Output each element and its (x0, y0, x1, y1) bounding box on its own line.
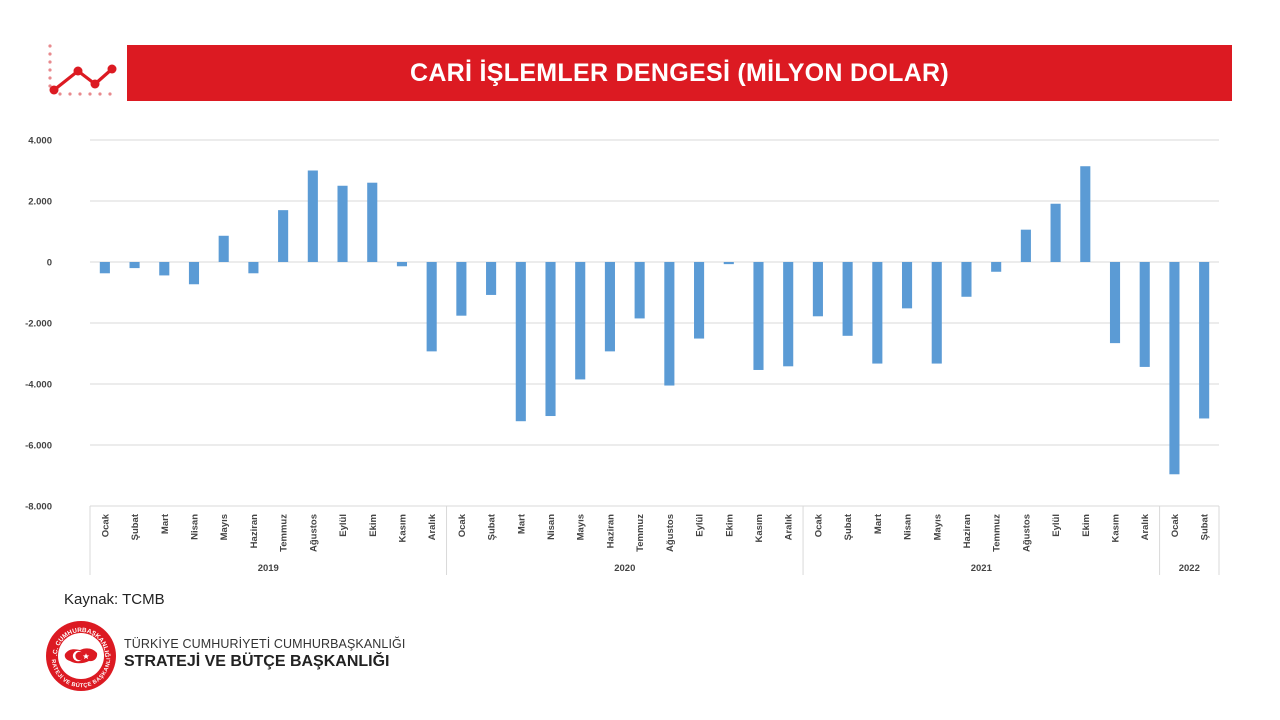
x-tick-label: Kasım (1111, 514, 1122, 543)
y-tick-label: -8.000 (25, 502, 52, 513)
x-tick-label: Eylül (1051, 514, 1062, 537)
x-tick-label: Ocak (813, 513, 824, 537)
bar (694, 262, 705, 339)
bar (664, 262, 675, 386)
x-tick-label: Temmuz (635, 514, 646, 552)
bar (515, 262, 526, 422)
x-tick-label: Haziran (962, 514, 973, 549)
bar (1169, 262, 1180, 475)
bar (99, 262, 110, 274)
x-tick-label: Temmuz (279, 514, 290, 552)
bar (1050, 203, 1061, 262)
bar (723, 262, 734, 265)
bar (753, 262, 764, 370)
y-tick-label: 2.000 (28, 197, 52, 208)
x-tick-label: Şubat (1200, 513, 1211, 540)
x-tick-label: Eylül (695, 514, 706, 537)
x-tick-label: Ocak (1170, 513, 1181, 537)
x-tick-label: Mart (160, 513, 171, 534)
x-tick-label: Ekim (1081, 514, 1092, 537)
trend-line-icon (48, 44, 117, 96)
x-tick-label: Mart (873, 513, 884, 534)
title-banner: CARİ İŞLEMLER DENGESİ (MİLYON DOLAR) (127, 45, 1232, 101)
bar (218, 235, 229, 262)
x-tick-label: Eylül (338, 514, 349, 537)
x-tick-label: Mayıs (932, 514, 943, 540)
bar (129, 262, 140, 269)
y-tick-label: 4.000 (28, 136, 52, 147)
bar (961, 262, 972, 297)
bar (604, 262, 615, 352)
bar (248, 262, 259, 274)
x-tick-label: Temmuz (992, 514, 1003, 552)
bar (842, 262, 853, 336)
bar (396, 262, 408, 267)
y-tick-label: -6.000 (25, 441, 52, 452)
x-tick-label: Aralık (427, 513, 438, 540)
bar (1020, 229, 1031, 262)
bar (1109, 262, 1121, 344)
bar (545, 262, 556, 417)
x-tick-label: Nisan (189, 514, 200, 540)
bar (575, 262, 586, 380)
bar (1080, 166, 1091, 262)
bar (278, 210, 289, 262)
bar (634, 262, 645, 319)
bar (991, 262, 1002, 272)
page-title: CARİ İŞLEMLER DENGESİ (MİLYON DOLAR) (409, 58, 950, 87)
bar (426, 262, 437, 352)
bar (307, 170, 318, 262)
x-tick-label: Ekim (724, 514, 735, 537)
x-tick-label: Ocak (457, 513, 468, 537)
bar (159, 262, 170, 276)
bar (1199, 262, 1210, 419)
x-tick-label: Ağustos (308, 514, 319, 552)
x-tick-label: Mart (516, 513, 527, 534)
x-tick-label: Mayıs (219, 514, 230, 540)
bar (367, 182, 378, 262)
x-tick-label: Şubat (487, 513, 498, 540)
bar (188, 262, 200, 285)
x-tick-label: Nisan (546, 514, 557, 540)
bar (931, 262, 942, 364)
y-tick-label: -2.000 (25, 319, 52, 330)
x-tick-label: Şubat (843, 513, 854, 540)
x-tick-label: Aralık (784, 513, 795, 540)
bar (872, 262, 883, 364)
x-tick-label: Aralık (1140, 513, 1151, 540)
bar (337, 185, 348, 262)
x-tick-label: Kasım (754, 514, 765, 543)
bar (783, 262, 794, 367)
bar (812, 262, 823, 317)
x-tick-label: Mayıs (576, 514, 587, 540)
x-tick-label: Kasım (397, 514, 408, 543)
bar (456, 262, 467, 316)
org-name-line2: STRATEJİ VE BÜTÇE BAŞKANLIĞI (124, 653, 390, 670)
x-tick-label: Haziran (605, 514, 616, 549)
bar (1139, 262, 1150, 367)
x-tick-label: Ekim (368, 514, 379, 537)
x-tick-label: Ağustos (1021, 514, 1032, 552)
presidency-seal-icon: T.C. CUMHURBAŞKANLIĞI STRATEJİ VE BÜTÇE … (45, 620, 116, 691)
year-label: 2021 (971, 563, 993, 574)
source-note: Kaynak: TCMB (64, 591, 165, 608)
year-label: 2020 (614, 563, 635, 574)
year-label: 2019 (258, 563, 279, 574)
y-tick-label: -4.000 (25, 380, 52, 391)
bar (486, 262, 497, 295)
x-tick-label: Ocak (100, 513, 111, 537)
x-tick-label: Şubat (130, 513, 141, 540)
y-tick-label: 0 (47, 258, 52, 269)
x-tick-label: Ağustos (665, 514, 676, 552)
bar (901, 262, 913, 309)
x-tick-label: Haziran (249, 514, 260, 549)
year-label: 2022 (1179, 563, 1200, 574)
org-name-line1: TÜRKİYE CUMHURİYETİ CUMHURBAŞKANLIĞI (124, 637, 406, 651)
x-tick-label: Nisan (903, 514, 914, 540)
